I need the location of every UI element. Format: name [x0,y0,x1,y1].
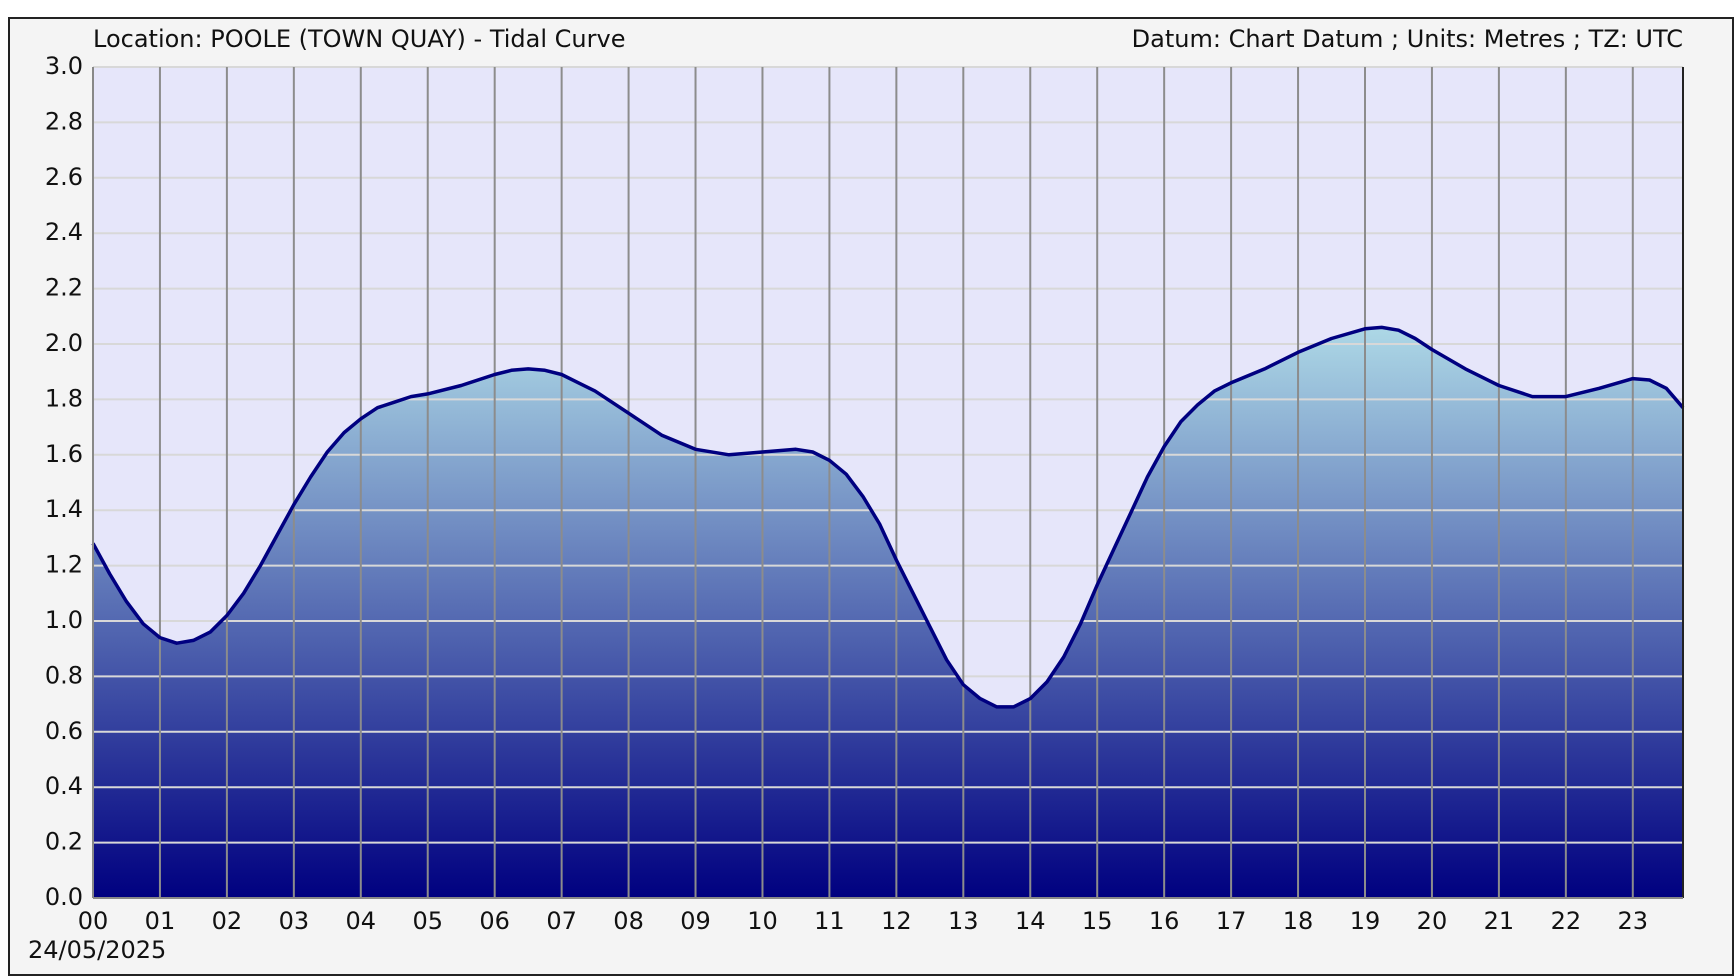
y-tick-label: 0.2 [45,828,83,856]
x-tick-label: 03 [279,907,310,935]
area-fill [93,327,1683,898]
y-tick-label: 2.0 [45,329,83,357]
x-tick-label: 17 [1216,907,1247,935]
x-tick-label: 20 [1417,907,1448,935]
x-tick-label: 02 [212,907,243,935]
y-tick-label: 2.8 [45,107,83,135]
x-tick-label: 07 [546,907,577,935]
x-tick-label: 22 [1551,907,1582,935]
y-tick-label: 2.2 [45,274,83,302]
date-label: 24/05/2025 [28,936,166,964]
y-tick-label: 0.0 [45,883,83,911]
y-tick-label: 2.4 [45,218,83,246]
chart-subtitle: Datum: Chart Datum ; Units: Metres ; TZ:… [1132,25,1683,53]
x-tick-label: 08 [613,907,644,935]
tide-line [91,325,1685,709]
x-tick-label: 14 [1015,907,1046,935]
x-tick-label: 06 [479,907,510,935]
x-tick-label: 19 [1350,907,1381,935]
y-tick-label: 0.8 [45,661,83,689]
x-tick-label: 10 [747,907,778,935]
y-tick-label: 1.6 [45,440,83,468]
y-tick-label: 1.2 [45,551,83,579]
x-tick-label: 11 [814,907,845,935]
x-tick-label: 21 [1484,907,1515,935]
x-tick-label: 12 [881,907,912,935]
x-tick-label: 04 [346,907,377,935]
x-tick-label: 13 [948,907,979,935]
y-tick-label: 1.0 [45,606,83,634]
y-tick-label: 0.6 [45,717,83,745]
x-tick-label: 01 [145,907,176,935]
y-tick-label: 1.8 [45,384,83,412]
x-tick-label: 23 [1618,907,1649,935]
x-tick-label: 15 [1082,907,1113,935]
chart-title: Location: POOLE (TOWN QUAY) - Tidal Curv… [93,25,625,53]
x-tick-label: 16 [1149,907,1180,935]
x-tick-label: 05 [412,907,443,935]
y-tick-label: 2.6 [45,163,83,191]
x-tick-label: 00 [78,907,109,935]
y-tick-label: 0.4 [45,772,83,800]
y-tick-label: 1.4 [45,495,83,523]
x-tick-label: 09 [680,907,711,935]
y-tick-label: 3.0 [45,52,83,80]
x-tick-label: 18 [1283,907,1314,935]
